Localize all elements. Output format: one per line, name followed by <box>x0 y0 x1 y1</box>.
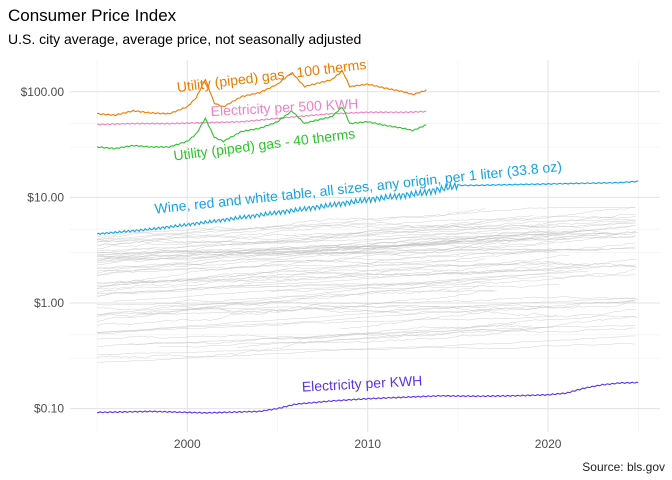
chart-caption: Source: bls.gov <box>582 460 665 474</box>
background-series-line <box>97 230 582 246</box>
chart-subtitle: U.S. city average, average price, not se… <box>8 31 362 47</box>
background-series-line <box>97 343 636 355</box>
background-series-line <box>97 215 534 243</box>
background-series-line <box>97 207 636 241</box>
background-series-line <box>97 254 570 293</box>
background-series-line <box>97 289 498 326</box>
background-series-line <box>97 215 636 240</box>
y-tick-label: $0.10 <box>34 402 64 416</box>
background-series-line <box>97 232 612 258</box>
series-line <box>96 69 427 117</box>
background-series-line <box>119 261 638 283</box>
highlighted-series <box>96 69 639 415</box>
background-series-line <box>174 290 494 303</box>
background-series-line <box>230 259 637 287</box>
background-series-line <box>113 270 589 302</box>
series-label: Utility (piped) gas - 40 therms <box>173 125 356 163</box>
background-series-line <box>97 286 480 311</box>
background-series-line <box>97 269 564 290</box>
series-line <box>97 381 639 415</box>
background-series-line <box>97 208 486 238</box>
background-series-line <box>97 335 636 363</box>
chart-title: Consumer Price Index <box>8 6 177 25</box>
background-series-line <box>328 232 639 257</box>
series-label: Electricity per KWH <box>301 372 422 394</box>
background-series-line <box>340 299 639 330</box>
background-series-line <box>97 242 483 256</box>
background-series-line <box>246 242 460 260</box>
background-series-line <box>97 221 483 246</box>
background-series-line <box>97 315 558 335</box>
y-tick-label: $1.00 <box>34 296 64 310</box>
background-series-line <box>97 301 636 318</box>
background-series-line <box>97 325 636 347</box>
background-series-line <box>97 279 491 297</box>
background-series-line <box>97 234 588 264</box>
y-tick-label: $100.00 <box>21 85 65 99</box>
background-series-line <box>131 306 487 315</box>
background-series-line <box>97 219 636 250</box>
background-series-line <box>97 235 636 288</box>
background-series-line <box>97 229 636 259</box>
series-label: Electricity per 500 KWH <box>210 95 358 119</box>
background-series-line <box>97 296 636 306</box>
background-series-line <box>97 234 558 265</box>
x-tick-label: 2020 <box>535 437 562 451</box>
background-series-line <box>97 264 636 315</box>
series-label: Wine, red and white table, all sizes, an… <box>154 158 563 217</box>
series-line <box>96 106 427 150</box>
y-tick-label: $10.00 <box>27 190 64 204</box>
series-line <box>96 110 427 126</box>
background-series-line <box>97 306 543 334</box>
series-label: Utility (piped) gas - 100 therms <box>176 56 367 95</box>
background-series-line <box>97 222 636 244</box>
background-series-line <box>97 274 636 297</box>
x-tick-label: 2010 <box>354 437 381 451</box>
background-series-line <box>97 225 636 274</box>
series-line <box>96 180 639 236</box>
background-series-line <box>159 326 554 348</box>
background-series-line <box>128 323 517 345</box>
x-tick-label: 2000 <box>174 437 201 451</box>
background-series-line <box>97 219 636 256</box>
axis-tick-labels: $0.10 $1.00 $10.00 $100.00 2000 2010 2020 <box>21 85 562 451</box>
background-series-line <box>142 307 637 318</box>
background-series-line <box>270 283 560 292</box>
background-series-line <box>317 242 510 255</box>
background-series-line <box>97 261 561 284</box>
background-series-line <box>97 225 636 276</box>
background-series <box>97 207 639 363</box>
background-series-line <box>97 297 636 333</box>
